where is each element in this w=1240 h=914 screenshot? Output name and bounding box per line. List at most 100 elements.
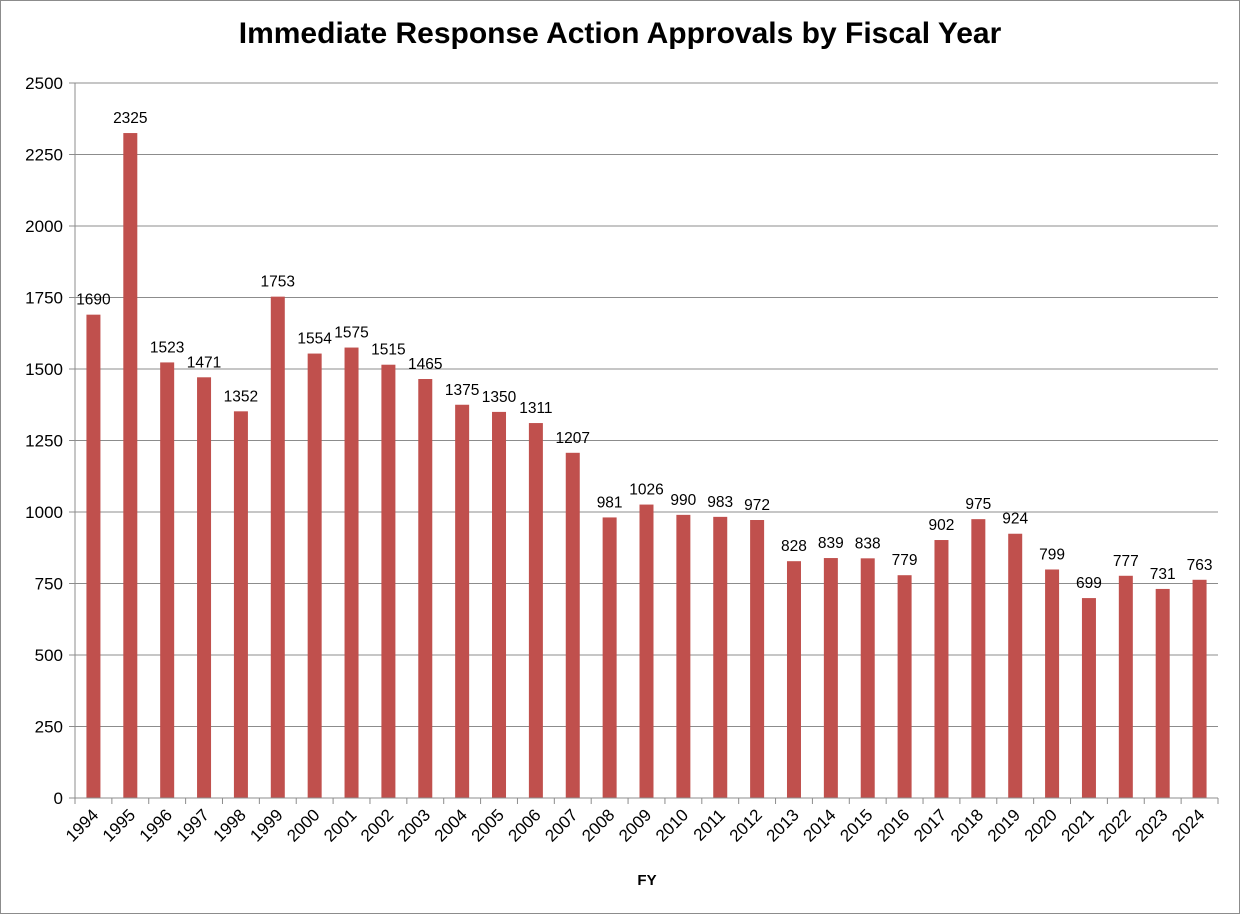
x-tick-label: 2024 (1168, 805, 1208, 845)
x-tick-label: 2022 (1094, 805, 1134, 845)
bar (123, 133, 138, 799)
x-tick-label: 2017 (910, 805, 950, 845)
bar (160, 362, 175, 798)
y-tick-label: 250 (35, 718, 63, 737)
data-label: 828 (781, 538, 807, 555)
bar (86, 314, 101, 798)
x-tick-label: 2004 (431, 805, 471, 845)
chart-title: Immediate Response Action Approvals by F… (238, 17, 1002, 50)
x-tick-label: 2020 (1021, 805, 1061, 845)
x-tick-label: 2013 (763, 805, 803, 845)
bar (676, 514, 691, 798)
x-tick-label: 2015 (836, 805, 876, 845)
x-tick-label: 1999 (246, 805, 286, 845)
x-tick-label: 1998 (210, 805, 250, 845)
x-tick-label: 2002 (357, 805, 397, 845)
x-tick-label: 2007 (541, 805, 581, 845)
bar (270, 296, 285, 798)
data-label: 990 (670, 492, 696, 509)
bar (307, 353, 322, 798)
y-tick-label: 1000 (25, 503, 63, 522)
bar (528, 423, 543, 798)
x-axis-title: FY (637, 872, 656, 889)
bar (602, 517, 617, 798)
data-label: 1515 (371, 342, 405, 359)
bar (1118, 575, 1133, 798)
x-tick-label: 2019 (984, 805, 1024, 845)
bar (750, 520, 765, 798)
y-tick-label: 750 (35, 575, 63, 594)
bar (197, 377, 212, 798)
x-tick-label: 2016 (873, 805, 913, 845)
bar (860, 558, 875, 798)
data-label: 1207 (556, 430, 590, 447)
data-label: 1375 (445, 382, 479, 399)
x-tick-label: 2021 (1058, 805, 1098, 845)
bar (786, 561, 801, 798)
bar (897, 575, 912, 798)
x-tick-label: 2023 (1131, 805, 1171, 845)
y-tick-label: 1500 (25, 360, 63, 379)
bar (639, 504, 654, 798)
x-tick-label: 2008 (578, 805, 618, 845)
bar (381, 364, 396, 798)
data-label: 779 (892, 552, 918, 569)
x-tick-label: 2000 (283, 805, 323, 845)
bar (344, 347, 359, 798)
x-tick-label: 2010 (652, 805, 692, 845)
data-label: 699 (1076, 575, 1102, 592)
data-label: 838 (855, 535, 881, 552)
bar (1192, 579, 1207, 798)
x-tick-label: 2003 (394, 805, 434, 845)
data-label: 972 (744, 497, 770, 514)
x-tick-label: 2006 (505, 805, 545, 845)
bar (971, 519, 986, 798)
bar (418, 379, 433, 798)
data-label: 924 (1002, 511, 1028, 528)
tick-labels: 0 250 500 750 1000 1250 1500 1750 2000 2250 2500 19… (25, 74, 1208, 846)
data-label: 1471 (187, 354, 221, 371)
y-tick-label: 500 (35, 646, 63, 665)
data-label: 1352 (224, 388, 258, 405)
bar (713, 516, 728, 798)
bar (492, 411, 507, 798)
x-tick-label: 1996 (136, 805, 176, 845)
x-tick-label: 1995 (99, 805, 139, 845)
x-tick-label: 2018 (947, 805, 987, 845)
data-label: 777 (1113, 553, 1139, 570)
data-label: 839 (818, 535, 844, 552)
data-label: 975 (965, 496, 991, 513)
x-tick-label: 2001 (320, 805, 360, 845)
x-tick-label: 2011 (690, 805, 729, 844)
bar (934, 540, 949, 798)
x-tick-label: 1997 (173, 805, 213, 845)
data-label: 1575 (334, 325, 368, 342)
bar (565, 452, 580, 798)
data-label: 1690 (76, 292, 111, 309)
y-tick-label: 1250 (25, 432, 63, 451)
data-label: 2325 (113, 110, 147, 127)
x-tick-label: 2005 (468, 805, 508, 845)
data-label: 731 (1150, 566, 1176, 583)
y-tick-label: 2250 (25, 146, 63, 165)
bar (1081, 598, 1096, 798)
y-tick-label: 2500 (25, 74, 63, 93)
data-label: 1523 (150, 339, 184, 356)
bar (233, 411, 248, 798)
bar (1008, 533, 1023, 798)
data-label: 1026 (629, 482, 663, 499)
x-tick-label: 2014 (799, 805, 839, 845)
data-label: 763 (1187, 557, 1213, 574)
bar (1155, 588, 1170, 798)
data-label: 1465 (408, 356, 442, 373)
data-label: 902 (929, 517, 955, 534)
data-label: 1311 (519, 400, 552, 417)
data-label: 799 (1039, 546, 1065, 563)
bar (823, 558, 838, 798)
data-label: 1350 (482, 389, 517, 406)
data-label: 1753 (261, 274, 295, 291)
y-tick-label: 1750 (25, 289, 63, 308)
data-label: 983 (707, 494, 733, 511)
